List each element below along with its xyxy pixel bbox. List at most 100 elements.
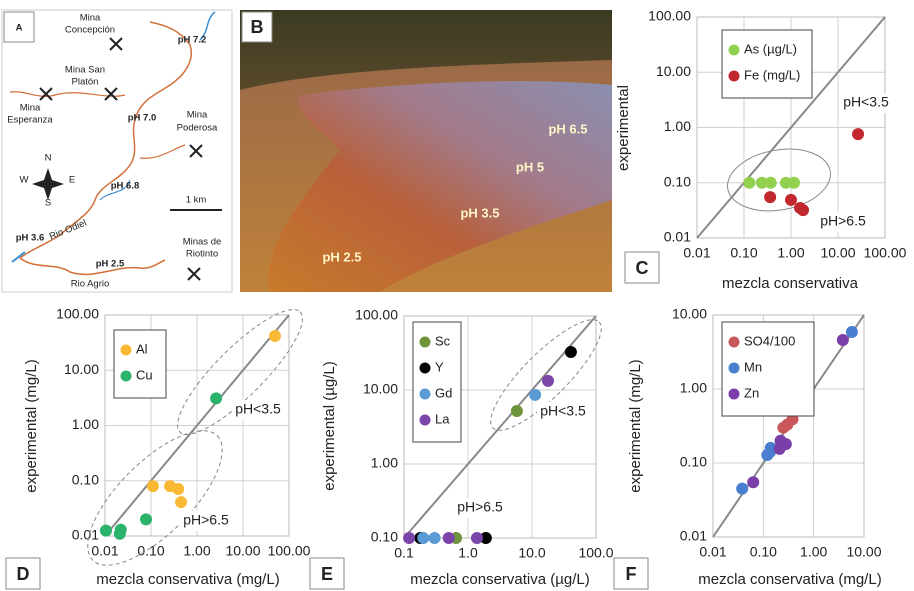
scale-label: 1 km	[186, 195, 207, 206]
x-tick-label: 10.00	[846, 544, 881, 560]
data-point	[115, 524, 127, 536]
mine-label: Mina	[80, 13, 101, 24]
y-tick-label: 10.00	[363, 381, 398, 397]
x-tick-label: 100.0	[578, 545, 613, 561]
ph-label: pH 7.0	[128, 113, 157, 124]
legend-marker	[121, 371, 132, 382]
data-point	[529, 389, 541, 401]
x-tick-label: 0.01	[699, 544, 726, 560]
y-tick-label: 10.00	[64, 361, 99, 377]
panel-letter: C	[636, 258, 649, 278]
data-point	[780, 438, 792, 450]
data-point	[210, 392, 222, 404]
legend-marker	[729, 389, 740, 400]
data-point	[846, 326, 858, 338]
x-tick-label: 0.10	[730, 245, 757, 261]
x-tick-label: 1.00	[777, 245, 804, 261]
x-tick-label: 1.0	[458, 545, 478, 561]
photo-label: pH 5	[516, 159, 544, 174]
panel-letter: D	[17, 564, 30, 584]
photo-label: pH 6.5	[548, 121, 587, 136]
data-point	[797, 204, 809, 216]
legend-box	[114, 330, 166, 398]
y-tick-label: 100.00	[648, 8, 691, 24]
legend-marker	[729, 45, 740, 56]
data-point	[542, 375, 554, 387]
x-axis-title: mezcla conservativa (µg/L)	[410, 571, 590, 588]
mine-label: Poderosa	[177, 123, 218, 134]
x-tick-label: 100.00	[268, 543, 311, 559]
annotation: pH>6.5	[183, 512, 229, 528]
x-axis-title: mezcla conservativa (mg/L)	[698, 571, 881, 588]
mine-label: Riotinto	[186, 249, 218, 260]
data-point	[852, 128, 864, 140]
mine-label: Platón	[72, 77, 99, 88]
y-axis-title: experimental	[615, 85, 632, 171]
ph-label: pH 3.6	[16, 233, 45, 244]
data-point	[175, 496, 187, 508]
y-axis-title: experimental (mg/L)	[23, 359, 40, 492]
data-point	[511, 405, 523, 417]
photo-panel: BpH 6.5pH 5pH 3.5pH 2.5	[240, 10, 612, 292]
data-point	[747, 476, 759, 488]
x-tick-label: 0.01	[683, 245, 710, 261]
y-tick-label: 1.00	[680, 380, 707, 396]
mine-label: Concepción	[65, 25, 115, 36]
y-tick-label: 0.01	[680, 528, 707, 544]
compass-label: E	[69, 175, 75, 186]
y-tick-label: 100.00	[56, 306, 99, 322]
y-tick-label: 0.01	[72, 527, 99, 543]
legend-box	[722, 30, 812, 98]
mine-label: Mina San	[65, 65, 105, 76]
photo-label: pH 3.5	[460, 205, 499, 220]
y-tick-label: 0.10	[680, 454, 707, 470]
y-tick-label: 10.00	[672, 306, 707, 322]
data-point	[140, 513, 152, 525]
ph-label: pH 7.2	[178, 35, 207, 46]
y-tick-label: 100.00	[355, 307, 398, 323]
legend-marker	[729, 337, 740, 348]
data-point	[429, 532, 441, 544]
data-point	[736, 483, 748, 495]
data-point	[172, 483, 184, 495]
y-tick-label: 0.10	[664, 173, 691, 189]
legend-label: SO4/100	[744, 333, 795, 348]
legend-marker	[729, 363, 740, 374]
x-tick-label: 10.00	[225, 543, 260, 559]
x-tick-label: 0.01	[91, 543, 118, 559]
data-point	[417, 532, 429, 544]
compass-label: N	[45, 153, 52, 164]
x-tick-label: 0.10	[750, 544, 777, 560]
legend-label: As (µg/L)	[744, 41, 797, 56]
data-point	[269, 330, 281, 342]
panel-letter: B	[251, 17, 264, 37]
page: MinaConcepciónpH 7.2Mina SanPlatónMinaEs…	[0, 0, 914, 591]
ph-label: pH 6.8	[111, 181, 140, 192]
legend-label: La	[435, 411, 450, 426]
data-point	[837, 334, 849, 346]
legend-marker	[420, 363, 431, 374]
data-point	[471, 532, 483, 544]
compass-label: S	[45, 198, 51, 209]
mine-label: Mina	[20, 103, 41, 114]
y-tick-label: 1.00	[72, 416, 99, 432]
legend-label: Y	[435, 359, 444, 374]
legend-label: Mn	[744, 359, 762, 374]
legend-label: Fe (mg/L)	[744, 67, 800, 82]
legend-marker	[729, 71, 740, 82]
annotation: pH<3.5	[235, 401, 281, 417]
group-ellipse	[723, 141, 836, 218]
x-tick-label: 1.00	[183, 543, 210, 559]
x-tick-label: 1.00	[800, 544, 827, 560]
legend-label: Al	[136, 341, 148, 356]
legend-marker	[420, 337, 431, 348]
x-tick-label: 10.0	[518, 545, 545, 561]
data-point	[443, 532, 455, 544]
data-point	[785, 194, 797, 206]
data-point	[764, 191, 776, 203]
ph-label: pH 2.5	[96, 259, 125, 270]
annotation: pH<3.5	[843, 94, 889, 110]
compass-label: W	[20, 175, 29, 186]
data-point	[100, 525, 112, 537]
